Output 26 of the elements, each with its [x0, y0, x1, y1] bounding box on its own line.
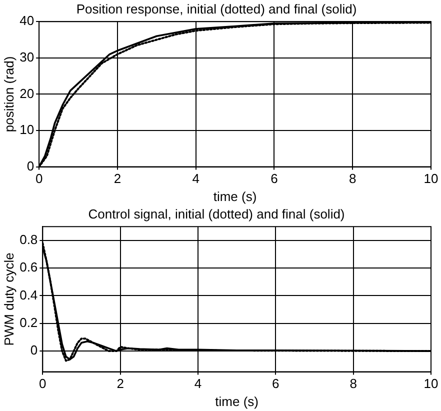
x-axis-title: time (s)	[215, 394, 259, 409]
y-axis-title: PWM duty cycle	[1, 252, 16, 346]
x-tick-label: 2	[116, 376, 124, 392]
y-axis-title: position (rad)	[1, 56, 16, 132]
x-tick-label: 8	[350, 376, 357, 392]
x-tick-label: 10	[424, 171, 438, 186]
x-tick-label: 8	[348, 171, 356, 186]
y-tick-label: 0.6	[20, 260, 38, 275]
x-tick-label: 6	[272, 376, 280, 392]
y-tick-label: 0.8	[20, 232, 38, 248]
y-tick-label: 0	[30, 342, 38, 358]
y-tick-label: 0	[26, 158, 34, 174]
y-tick-label: 0.4	[20, 287, 38, 302]
y-tick-label: 30	[20, 49, 34, 64]
x-tick-label: 4	[194, 376, 202, 392]
chart-title: Control signal, initial (dotted) and final (solid)	[88, 206, 345, 222]
x-tick-label: 6	[270, 171, 278, 186]
y-tick-label: 20	[20, 86, 34, 101]
chart-title: Position response, initial (dotted) and final (solid)	[76, 1, 357, 16]
y-tick-label: 10	[20, 122, 34, 138]
x-axis-title: time (s)	[213, 188, 257, 204]
y-tick-label: 0.2	[20, 314, 38, 330]
x-tick-label: 2	[114, 171, 122, 186]
x-tick-label: 10	[424, 376, 438, 392]
x-tick-label: 4	[192, 171, 200, 186]
y-tick-label: 40	[20, 13, 34, 28]
